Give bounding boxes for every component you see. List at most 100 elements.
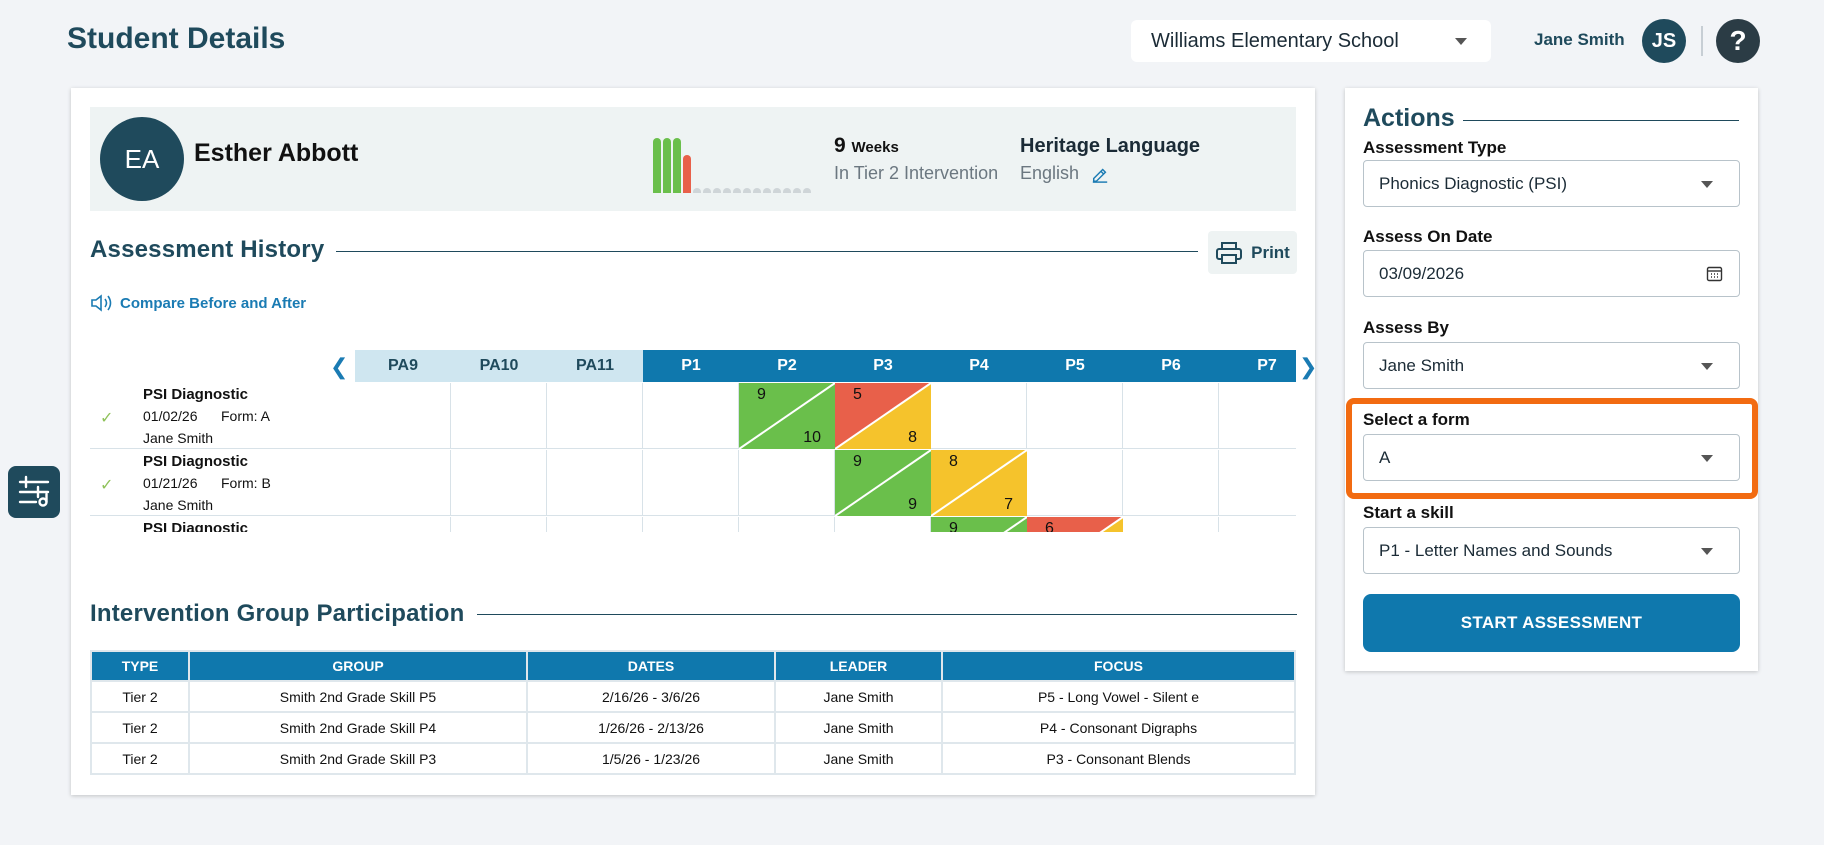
actions-title: Actions	[1363, 104, 1455, 132]
score-top: 9	[757, 386, 766, 403]
score-cell-p5-row3[interactable]: 6	[1027, 517, 1123, 532]
col-header-p5: P5	[1027, 350, 1123, 382]
score-bottom: 10	[803, 429, 821, 446]
student-banner: EA Esther Abbott 9 Weeks In Tier 2 Inter…	[90, 107, 1296, 211]
cell-focus: P4 - Consonant Digraphs	[941, 711, 1296, 744]
grid-prev-arrow[interactable]: ❮	[330, 354, 349, 379]
cell-leader: Jane Smith	[774, 711, 943, 744]
row-title: PSI Diagnostic	[143, 520, 249, 532]
week-bar	[773, 188, 781, 193]
score-triangles	[739, 383, 835, 449]
row-title: PSI Diagnostic	[143, 453, 249, 470]
chevron-down-icon	[1701, 548, 1713, 555]
section-divider	[477, 614, 1297, 615]
assessment-row[interactable]: PSI Diagnostic	[90, 517, 355, 532]
col-leader: LEADER	[774, 650, 943, 682]
score-triangles	[835, 383, 931, 449]
cell-type: Tier 2	[90, 742, 190, 775]
grid-cell	[1219, 517, 1296, 532]
week-bar	[803, 188, 811, 193]
chevron-down-icon	[1701, 363, 1713, 370]
assess-by-value: Jane Smith	[1379, 355, 1465, 375]
cell-focus: P5 - Long Vowel - Silent e	[941, 680, 1296, 713]
week-bar	[753, 188, 761, 193]
grid-next-arrow[interactable]: ❯	[1299, 354, 1318, 379]
row-title: PSI Diagnostic	[143, 386, 249, 403]
weeks-bar-chart	[653, 127, 818, 193]
row-leader: Jane Smith	[143, 430, 214, 446]
assess-date-label: Assess On Date	[1363, 227, 1493, 246]
score-top: 9	[853, 453, 862, 470]
grid-cell	[547, 450, 643, 516]
cell-group: Smith 2nd Grade Skill P4	[188, 711, 528, 744]
score-triangles	[931, 517, 1027, 532]
score-cell-p3-row2[interactable]: 9 9	[835, 450, 931, 516]
student-avatar: EA	[100, 117, 184, 201]
score-bottom: 8	[908, 429, 917, 446]
heritage-language-text: English	[1020, 163, 1080, 183]
grid-cell	[1123, 450, 1219, 516]
week-bar	[693, 188, 701, 193]
assessment-row[interactable]: ✓ PSI Diagnostic 01/21/26 Form: B Jane S…	[90, 450, 355, 516]
school-select-value: Williams Elementary School	[1151, 29, 1399, 52]
cell-leader: Jane Smith	[774, 742, 943, 775]
assess-by-select[interactable]: Jane Smith	[1363, 342, 1740, 389]
cell-type: Tier 2	[90, 680, 190, 713]
weeks-subtitle: In Tier 2 Intervention	[834, 163, 999, 183]
row-form: Form: A	[221, 408, 271, 424]
assessment-type-label: Assessment Type	[1363, 138, 1507, 157]
pencil-icon[interactable]	[1091, 165, 1109, 183]
assessment-row[interactable]: ✓ PSI Diagnostic 01/02/26 Form: A Jane S…	[90, 383, 355, 449]
grid-cell	[1027, 450, 1123, 516]
calendar-icon[interactable]	[1706, 265, 1723, 282]
side-tool-button[interactable]	[8, 466, 60, 518]
skill-label: Start a skill	[1363, 503, 1454, 522]
score-top: 5	[853, 386, 862, 403]
student-main-card: EA Esther Abbott 9 Weeks In Tier 2 Inter…	[71, 88, 1318, 795]
grid-cell	[547, 383, 643, 449]
week-bar	[783, 188, 791, 193]
cell-group: Smith 2nd Grade Skill P3	[188, 742, 528, 775]
score-cell-p4-row3[interactable]: 9	[931, 517, 1027, 532]
printer-icon	[1216, 241, 1243, 264]
school-select[interactable]: Williams Elementary School	[1131, 20, 1491, 62]
score-cell-p4-row2[interactable]: 8 7	[931, 450, 1027, 516]
skill-select[interactable]: P1 - Letter Names and Sounds	[1363, 527, 1740, 574]
participation-table: TYPE GROUP DATES LEADER FOCUS Tier 2 Smi…	[90, 650, 1296, 775]
grid-cell	[835, 517, 931, 532]
grid-cell	[1219, 383, 1296, 449]
check-icon: ✓	[100, 477, 114, 494]
form-label: Select a form	[1363, 410, 1470, 429]
week-bar	[743, 188, 751, 193]
start-assessment-button[interactable]: START ASSESSMENT	[1363, 594, 1740, 652]
user-avatar[interactable]: JS	[1642, 19, 1686, 63]
grid-cell	[643, 517, 739, 532]
col-focus: FOCUS	[941, 650, 1296, 682]
actions-panel: Actions Assessment Type Phonics Diagnost…	[1345, 88, 1758, 671]
student-name: Esther Abbott	[194, 139, 359, 167]
grid-cell	[451, 383, 547, 449]
grid-cell	[643, 383, 739, 449]
section-divider	[336, 251, 1198, 252]
col-header-p6: P6	[1123, 350, 1219, 382]
form-select[interactable]: A	[1363, 434, 1740, 481]
week-bar	[723, 188, 731, 193]
score-cell-p3-row1[interactable]: 5 8	[835, 383, 931, 449]
table-row: Tier 2 Smith 2nd Grade Skill P3 1/5/26 -…	[90, 742, 1296, 775]
compare-before-after-link[interactable]: Compare Before and After	[90, 293, 306, 313]
print-button[interactable]: Print	[1208, 231, 1297, 274]
grid-cell	[643, 450, 739, 516]
col-header-p3: P3	[835, 350, 931, 382]
help-button[interactable]: ?	[1716, 19, 1760, 63]
user-name[interactable]: Jane Smith	[1534, 30, 1625, 49]
grid-cell	[355, 383, 451, 449]
score-top: 8	[949, 453, 958, 470]
assess-date-input[interactable]: 03/09/2026	[1363, 250, 1740, 297]
score-cell-p2-row1[interactable]: 9 10	[739, 383, 835, 449]
grid-cell	[451, 517, 547, 532]
col-header-p4: P4	[931, 350, 1027, 382]
col-header-p7: P7	[1219, 350, 1296, 382]
row-date: 01/02/26	[143, 408, 198, 424]
weeks-unit: Weeks	[851, 139, 899, 156]
assessment-type-select[interactable]: Phonics Diagnostic (PSI)	[1363, 160, 1740, 207]
